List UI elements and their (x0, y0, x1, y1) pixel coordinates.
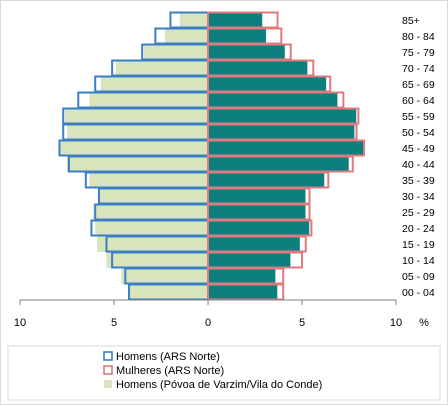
age-group-label: 85+ (402, 15, 420, 27)
bar-men-local (67, 156, 208, 172)
bar-men-local (65, 108, 209, 124)
age-group-label: 30 - 34 (402, 191, 435, 203)
bar-women-local (207, 235, 301, 253)
age-group-label: 10 - 14 (402, 255, 435, 267)
legend-label: Homens (ARS Norte) (116, 351, 220, 363)
age-group-label: 55 - 59 (402, 111, 435, 123)
age-group-label: 65 - 69 (402, 79, 435, 91)
bar-women-reference (207, 11, 279, 29)
bar-men-local (179, 12, 208, 28)
bar-men-local (115, 60, 208, 76)
legend-swatch (103, 365, 113, 375)
legend-swatch (104, 380, 112, 388)
bar-women-local (207, 283, 278, 301)
bars-layer (58, 11, 366, 301)
legend: Homens (ARS Norte) Mulheres (ARS Norte) Ho… (7, 345, 441, 401)
bar-women-local (207, 251, 292, 269)
bar-women-local (207, 187, 307, 205)
bar-women-local (207, 155, 350, 173)
x-tick-label: 0 (205, 317, 211, 329)
bar-women-local (207, 139, 365, 157)
age-group-label: 15 - 19 (402, 239, 435, 251)
bar-men-local (164, 28, 208, 44)
x-tick-label: 5 (111, 317, 117, 329)
bar-men-local (95, 220, 208, 236)
legend-label: Mulheres (ARS Norte) (116, 365, 224, 377)
x-tick-label: 10 (14, 317, 26, 329)
bar-men-local (97, 236, 208, 252)
x-unit-label: % (419, 317, 429, 329)
legend-label: Homens (Póvoa de Varzim/Vila do Conde) (116, 379, 322, 391)
bar-men-local (93, 204, 208, 220)
age-group-label: 80 - 84 (402, 31, 435, 43)
bar-men-local (89, 92, 208, 108)
age-group-label: 40 - 44 (402, 159, 435, 171)
bar-women-local (207, 171, 325, 189)
bar-men-local (67, 124, 208, 140)
legend-box (7, 345, 441, 401)
age-group-label: 35 - 39 (402, 175, 435, 187)
age-group-label: 60 - 64 (402, 95, 435, 107)
x-tick-label: 10 (390, 317, 402, 329)
bar-men-local (121, 268, 208, 284)
bar-women-local (207, 267, 276, 285)
bar-men-local (89, 172, 208, 188)
bar-women-local (207, 11, 263, 29)
age-group-label: 05 - 09 (402, 271, 435, 283)
bar-men-local (98, 188, 208, 204)
axis-layer: 10 5 0 5 10 % 00 - 04 05 - 09 10 - 14 15 - 19 20 -… (14, 15, 435, 329)
age-group-label: 45 - 49 (402, 143, 435, 155)
bar-women-local (207, 59, 308, 77)
bar-men-local (100, 76, 208, 92)
bar-women-local (207, 91, 339, 109)
bar-women-local (207, 27, 267, 45)
bar-women-local (207, 107, 357, 125)
age-group-label: 70 - 74 (402, 63, 435, 75)
age-group-label: 75 - 79 (402, 47, 435, 59)
bar-women-local (207, 219, 310, 237)
bar-women-local (207, 43, 286, 61)
bar-women-local (207, 75, 327, 93)
age-group-label: 25 - 29 (402, 207, 435, 219)
age-group-label: 00 - 04 (402, 287, 435, 299)
age-group-label: 50 - 54 (402, 127, 435, 139)
x-tick-label: 5 (299, 317, 305, 329)
bar-women-local (207, 123, 355, 141)
bar-men-local (129, 284, 208, 300)
bar-women-local (207, 203, 307, 221)
bar-men-local (59, 140, 209, 156)
bar-men-local (106, 252, 208, 268)
bar-men-local (144, 44, 208, 60)
legend-swatch (103, 351, 113, 361)
age-group-label: 20 - 24 (402, 223, 435, 235)
